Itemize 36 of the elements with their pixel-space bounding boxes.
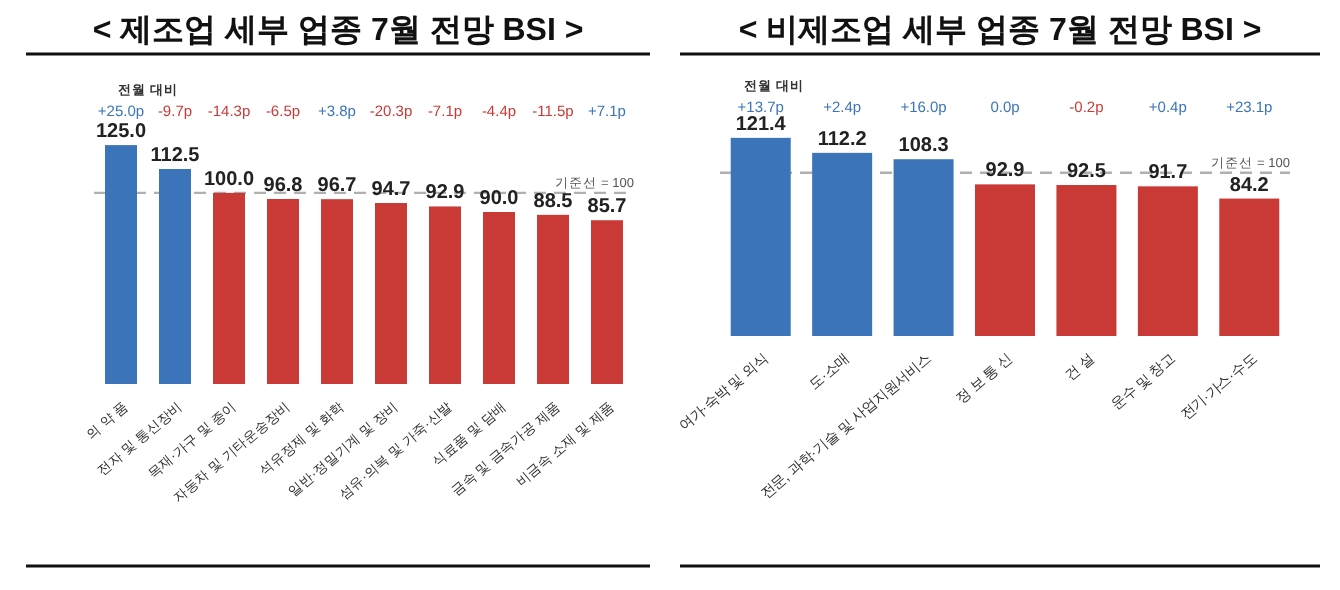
bar (375, 203, 407, 384)
data-label: 96.8 (263, 175, 304, 197)
data-label: 91.7 (1148, 162, 1189, 185)
data-label: 92.5 (1066, 161, 1107, 184)
data-label: 125.0 (95, 121, 147, 144)
bar (1056, 185, 1117, 336)
bar (429, 206, 461, 384)
data-label: 92.9 (985, 160, 1026, 183)
data-label: 88.5 (533, 190, 574, 213)
bar (975, 184, 1035, 336)
bar (730, 137, 791, 336)
chart-title: < 제조업 세부 업종 7월 전망 BSI > (92, 14, 584, 48)
bar (591, 220, 623, 384)
data-label: 90.0 (479, 188, 520, 210)
bar (1137, 186, 1198, 336)
bar (812, 152, 873, 336)
data-label: 108.3 (898, 135, 950, 158)
bar (321, 199, 353, 384)
data-label: 96.7 (317, 175, 358, 198)
bar (105, 145, 137, 384)
data-label: 92.9 (425, 182, 466, 205)
bar (213, 192, 245, 384)
data-label: 112.2 (817, 128, 868, 151)
data-label: 100.0 (203, 168, 255, 191)
data-label: 112.5 (150, 145, 201, 167)
data-label: 121.4 (735, 113, 787, 136)
bar (159, 169, 191, 384)
chart-title: < 비제조업 세부 업종 7월 전망 BSI > (738, 14, 1262, 48)
data-label: 85.7 (587, 196, 628, 219)
bar (537, 214, 569, 384)
data-label: 84.2 (1229, 174, 1270, 197)
bar (1219, 198, 1280, 336)
bar (267, 199, 299, 384)
data-label: 94.7 (371, 179, 412, 202)
bar (483, 212, 515, 384)
bar (893, 159, 954, 336)
